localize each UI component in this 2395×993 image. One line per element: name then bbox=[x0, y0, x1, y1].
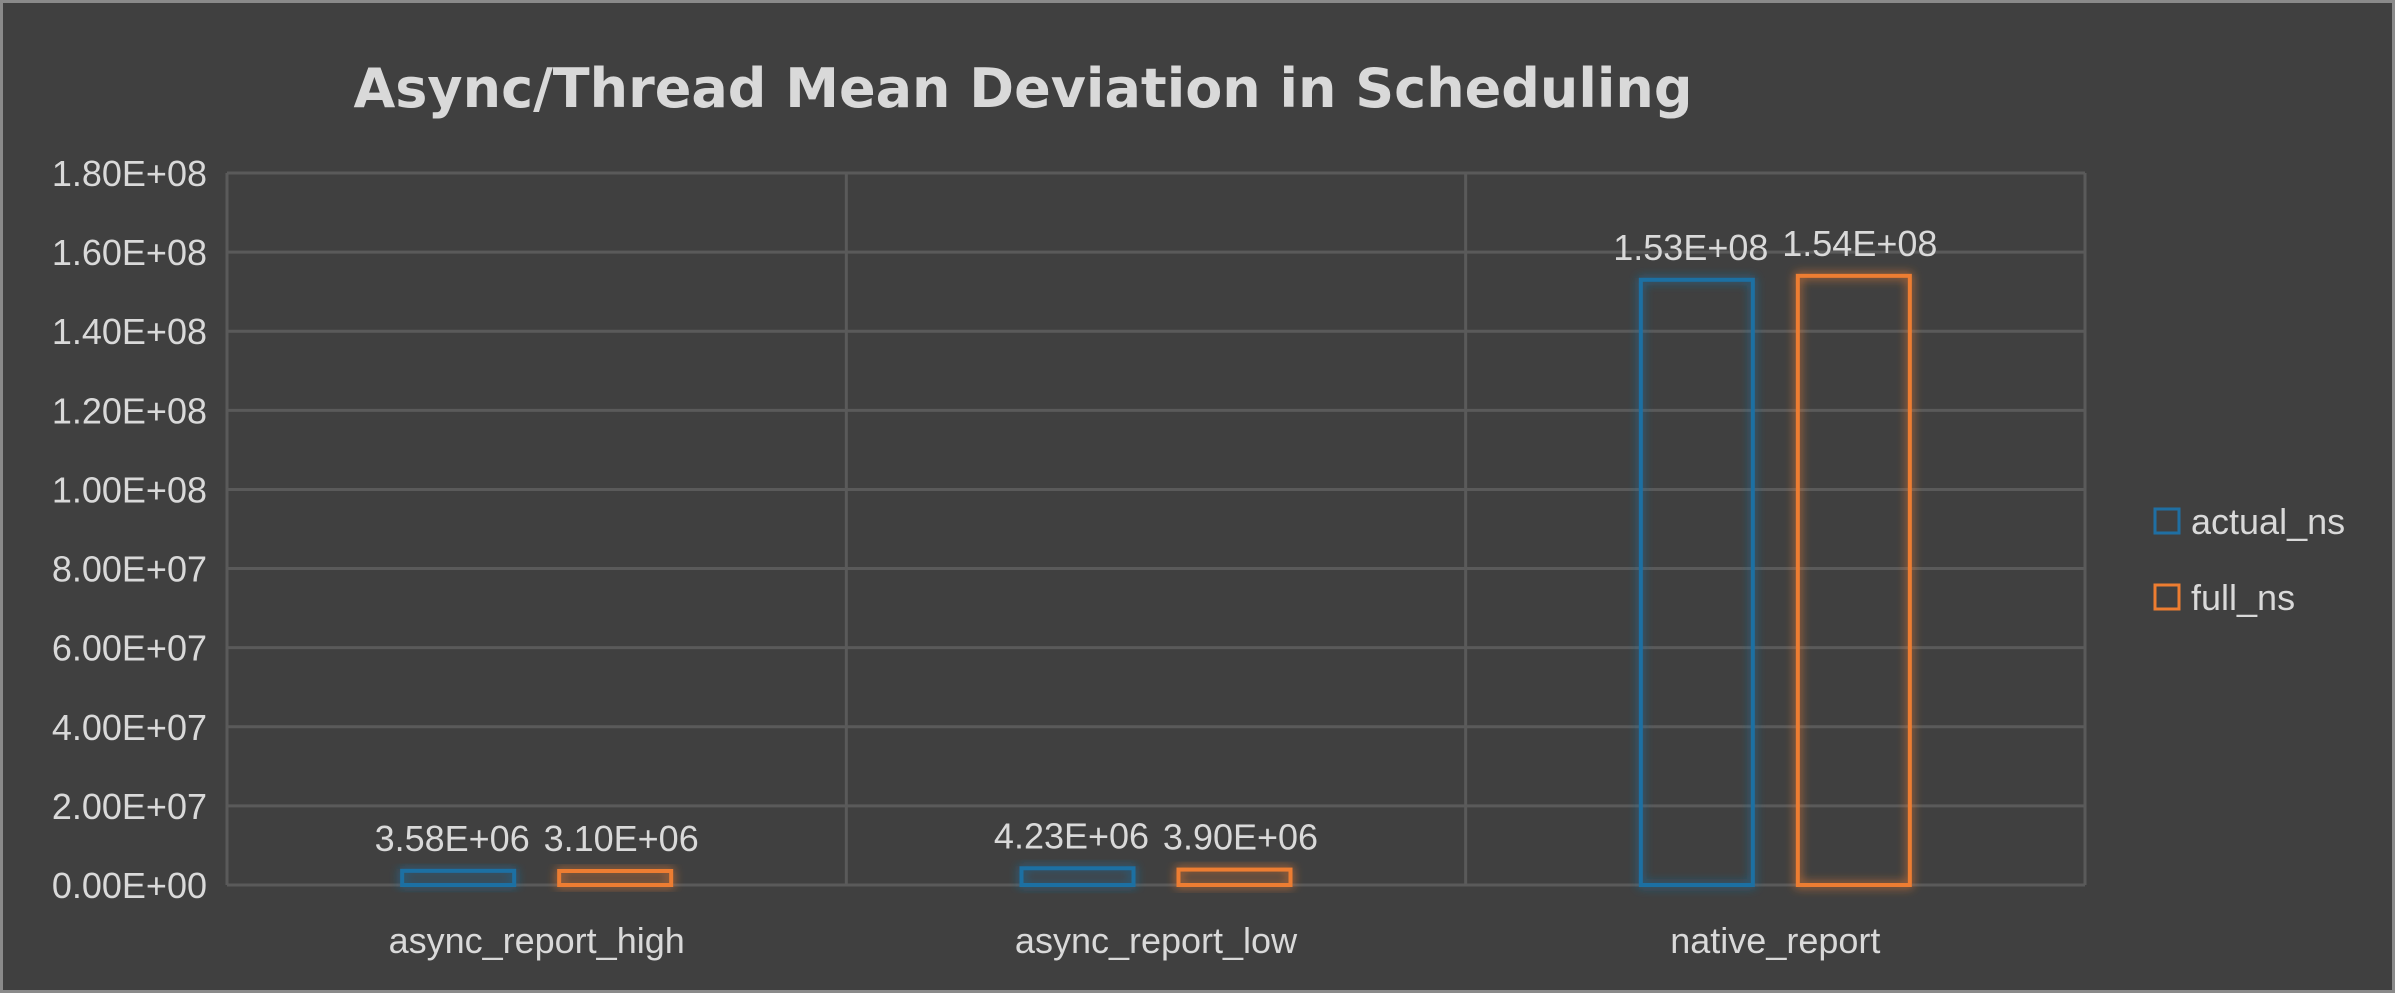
legend: actual_ns full_ns bbox=[2153, 501, 2345, 618]
y-tick-label: 0.00E+00 bbox=[52, 865, 207, 906]
category-label: native_report bbox=[1670, 920, 1880, 961]
bars bbox=[400, 273, 1912, 888]
legend-label-actual_ns: actual_ns bbox=[2191, 501, 2345, 542]
category-label: async_report_low bbox=[1015, 920, 1298, 961]
bar-actual_ns-async_report_low bbox=[1019, 866, 1136, 888]
legend-label-full_ns: full_ns bbox=[2191, 577, 2295, 618]
data-label-full_ns: 3.10E+06 bbox=[544, 818, 699, 859]
category-label: async_report_high bbox=[389, 920, 685, 961]
bar-actual_ns-native_report bbox=[1638, 277, 1755, 887]
y-tick-label: 8.00E+07 bbox=[52, 549, 207, 590]
y-tick-label: 1.60E+08 bbox=[52, 232, 207, 273]
data-label-actual_ns: 4.23E+06 bbox=[994, 815, 1149, 856]
legend-swatch-actual_ns bbox=[2153, 507, 2181, 535]
bar-chart: Async/Thread Mean Deviation in Schedulin… bbox=[52, 57, 2345, 961]
x-axis-categories: async_report_high async_report_low native_… bbox=[389, 920, 1881, 961]
y-tick-label: 6.00E+07 bbox=[52, 628, 207, 669]
y-tick-label: 2.00E+07 bbox=[52, 786, 207, 827]
y-tick-label: 1.00E+08 bbox=[52, 469, 207, 510]
data-label-actual_ns: 1.53E+08 bbox=[1613, 227, 1768, 268]
data-label-actual_ns: 3.58E+06 bbox=[375, 818, 530, 859]
data-labels: 3.58E+06 3.10E+06 4.23E+06 3.90E+06 1.53E+08… bbox=[375, 223, 1938, 859]
bar-full_ns-async_report_low bbox=[1176, 867, 1293, 887]
bar-full_ns-async_report_high bbox=[557, 869, 674, 887]
data-label-full_ns: 3.90E+06 bbox=[1163, 817, 1318, 858]
grid bbox=[225, 171, 2087, 887]
chart-title: Async/Thread Mean Deviation in Schedulin… bbox=[354, 57, 1693, 120]
y-axis-ticks: 0.00E+00 2.00E+07 4.00E+07 6.00E+07 8.00E+07… bbox=[52, 153, 207, 906]
y-tick-label: 1.20E+08 bbox=[52, 390, 207, 431]
data-label-full_ns: 1.54E+08 bbox=[1782, 223, 1937, 264]
legend-swatch-full_ns bbox=[2153, 583, 2181, 611]
y-tick-label: 1.40E+08 bbox=[52, 311, 207, 352]
y-tick-label: 4.00E+07 bbox=[52, 707, 207, 748]
bar-actual_ns-async_report_high bbox=[400, 868, 517, 887]
y-tick-label: 1.80E+08 bbox=[52, 153, 207, 194]
bar-full_ns-native_report bbox=[1795, 273, 1912, 888]
